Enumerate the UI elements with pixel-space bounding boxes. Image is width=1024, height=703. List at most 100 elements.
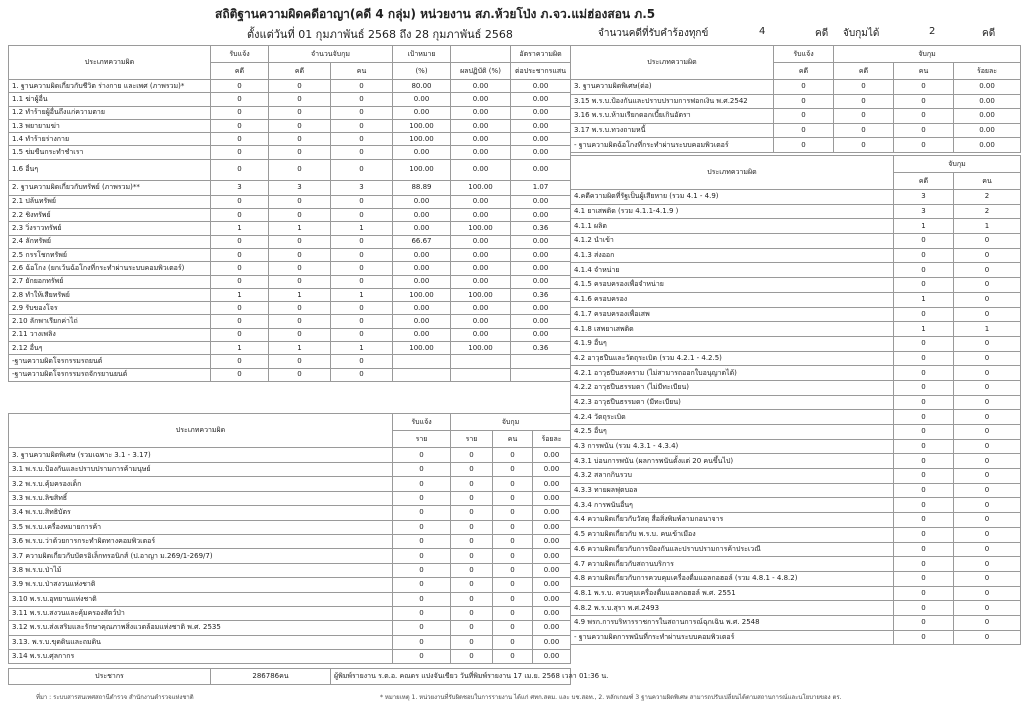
cell-value: 0 — [953, 497, 1021, 514]
cell-value: 0 — [450, 505, 493, 521]
row: 3.4 พ.ร.บ.สิทธิบัตร 0 0 0 0.00 — [8, 505, 572, 521]
cell-value: 0 — [268, 234, 331, 249]
offense-name: 4.3.3 ทายผลฟุตบอล — [570, 482, 894, 499]
row: 1.4 ทำร้ายร่างกาย 0 0 0 100.00 0.00 0.00 — [8, 132, 571, 147]
row: 2. ฐานความผิดเกี่ยวกับทรัพย์ (ภาพรวม)** 3… — [8, 179, 571, 196]
cell-value: 0 — [268, 132, 331, 147]
row: 4.2.1 อาวุธปืนสงคราม (ไม่สามารถออกใบอนุญ… — [570, 365, 1021, 381]
row: 3.1 พ.ร.บ.ป้องกันและปราบปรามการค้ามนุษย์… — [8, 461, 572, 478]
header: ราย — [392, 430, 451, 448]
offense-name: 2.3 วิ่งราวทรัพย์ — [8, 221, 211, 236]
cell-value: 0 — [450, 562, 493, 579]
cell-value: 0.00 — [510, 118, 571, 134]
cell-value: 0 — [330, 261, 393, 276]
cell-value: 0 — [392, 519, 451, 535]
offense-name: 2.7 ยักยอกทรัพย์ — [8, 274, 211, 289]
cell-value: 100.00 — [450, 287, 511, 303]
offense-name: 3. ฐานความผิดพิเศษ (รวมเฉพาะ 3.1 - 3.17) — [8, 447, 393, 463]
cell-value: 0 — [953, 291, 1021, 308]
row: 4.6 ความผิดเกี่ยวกับการป้องกันและปราบปรา… — [570, 541, 1021, 558]
cell-value: 0.00 — [531, 476, 572, 492]
cell-value: 0 — [330, 145, 393, 160]
offense-name: 3.10 พ.ร.บ.อุทยานแห่งชาติ — [8, 591, 393, 607]
cell-value: 0 — [330, 234, 393, 249]
offense-name: 3.6 พ.ร.บ.ว่าด้วยการกระทำผิดทางคอมพิวเตอ… — [8, 533, 393, 550]
row: 4.1.9 อื่นๆ 0 0 — [570, 335, 1021, 352]
cell-value: 0 — [450, 490, 493, 507]
offense-name: 4.7 ความผิดเกี่ยวกับสถานบริการ — [570, 556, 894, 572]
row: 2.11 วางเพลิง 0 0 0 0.00 0.00 0.00 — [8, 327, 571, 343]
cell-value: 0 — [953, 468, 1021, 484]
cell-value: 0.00 — [450, 118, 511, 134]
row: 4.2.5 อื่นๆ 0 0 — [570, 424, 1021, 440]
offense-name: 4.5 ความผิดเกี่ยวกับ พ.ร.บ. คนเข้าเมือง — [570, 526, 894, 543]
offense-name: 2.8 ทำให้เสียทรัพย์ — [8, 287, 211, 303]
cell-value: 0 — [773, 137, 834, 153]
offense-name: 4.1.6 ครอบครอง — [570, 291, 894, 308]
row: 2.2 ชิงทรัพย์ 0 0 0 0.00 0.00 0.00 — [8, 208, 571, 223]
row: 3.13. พ.ร.บ.ขุดดินและถมดิน 0 0 0 0.00 — [8, 634, 572, 651]
cell-value: 0 — [773, 93, 834, 110]
cell-value: 100.00 — [392, 158, 451, 181]
cell-value: 0 — [392, 634, 451, 651]
offense-name: 4.2.1 อาวุธปืนสงคราม (ไม่สามารถออกใบอนุญ… — [570, 365, 894, 381]
cell-value: 0 — [330, 132, 393, 147]
offense-name: 2.6 ฉ้อโกง (ยกเว้นฉ้อโกงที่กระทำผ่านระบบ… — [8, 261, 211, 276]
row: 4.1 ยาเสพติด (รวม 4.1.1-4.1.9 ) 3 2 — [570, 203, 1021, 220]
cell-value: 0.00 — [450, 145, 511, 160]
cell-value: 0 — [492, 591, 533, 607]
header: คดี — [893, 172, 954, 190]
cell-value: 0 — [893, 335, 954, 352]
empty-cell — [392, 354, 451, 369]
cell-value: 0 — [953, 541, 1021, 558]
empty-cell — [510, 354, 571, 369]
cell-value: 0.00 — [952, 79, 1022, 95]
printer: ผู้พิมพ์รายงาน ร.ต.อ. คณดร แปงจันเขียว ว… — [330, 668, 608, 685]
row: -ฐานความผิดโจรกรรมรถจักรยานยนต์ 0 0 0 — [8, 367, 571, 382]
row: 4.3.3 ทายผลฟุตบอล 0 0 — [570, 482, 1021, 499]
cell-value: 0 — [268, 261, 331, 276]
state-table: ประเภทความผิด จับกุม คดี คน 4.คดีความผิดที… — [570, 155, 1021, 646]
row: 3.15 พ.ร.บ.ป้องกันและปราบปรามการฟอกเงิน … — [570, 93, 1022, 110]
header: ผลปฏิบัติ (%) — [450, 62, 511, 80]
cell-value: 0.00 — [450, 158, 511, 181]
offense-name: 4.คดีความผิดที่รัฐเป็นผู้เสียหาย (รวม 4.… — [570, 189, 894, 205]
cell-value: 0.00 — [450, 327, 511, 343]
cell-value: 0.00 — [392, 301, 451, 316]
cell-value: 0 — [773, 122, 834, 139]
cell-value: 0 — [330, 92, 393, 107]
cell-value: 0 — [492, 490, 533, 507]
row: 4.1.4 จำหน่าย 0 0 — [570, 262, 1021, 279]
header-blank — [450, 45, 511, 63]
offense-name: 1.4 ทำร้ายร่างกาย — [8, 132, 211, 147]
cell-value: 0 — [893, 93, 954, 110]
cell-value: 0 — [450, 461, 493, 478]
header: ประเภทความผิด — [8, 45, 211, 80]
received-count: 4 — [759, 26, 766, 37]
cell-value: 1 — [330, 221, 393, 236]
cell-value: 0 — [492, 461, 533, 478]
population-table: ประชากร 286786คน ผู้พิมพ์รายงาน ร.ต.อ. คณด… — [8, 668, 608, 685]
cell-value: 0 — [893, 394, 954, 411]
offense-name: 1.2 ทำร้ายผู้อื่นถึงแก่ความตาย — [8, 105, 211, 120]
offense-name: 4.3.1 บ่อนการพนัน (ผลการพนันตั้งแต่ 20 ค… — [570, 453, 894, 470]
row: 3.12 พ.ร.บ.ส่งเสริมและรักษาคุณภาพสิ่งแวด… — [8, 620, 572, 636]
cell-value: 100.00 — [392, 287, 451, 303]
cell-value: 1 — [893, 218, 954, 235]
cell-value: 3 — [330, 179, 393, 196]
cell-value: 2 — [953, 203, 1021, 220]
offense-name: 3.7 ความผิดเกี่ยวกับบัตรอิเล็กทรอนิกส์ (… — [8, 548, 393, 564]
arrested-unit: คดี — [982, 28, 996, 39]
cell-value: 0 — [893, 629, 954, 646]
offense-name: 4.9 พรก.การบริหารราชการในสถานการณ์ฉุกเฉิ… — [570, 614, 894, 631]
header: จับกุม — [449, 413, 572, 431]
cell-value: 0 — [492, 634, 533, 651]
cell-value: 0 — [773, 108, 834, 124]
cell-value: 0 — [893, 424, 954, 440]
header: คดี — [268, 62, 331, 80]
row: 2.5 กรรโชกทรัพย์ 0 0 0 0.00 0.00 0.00 — [8, 247, 571, 263]
cell-value: 0 — [268, 327, 331, 343]
cell-value: 0 — [210, 132, 269, 147]
cell-value: 100.00 — [450, 341, 511, 356]
cell-value: 0 — [392, 649, 451, 665]
